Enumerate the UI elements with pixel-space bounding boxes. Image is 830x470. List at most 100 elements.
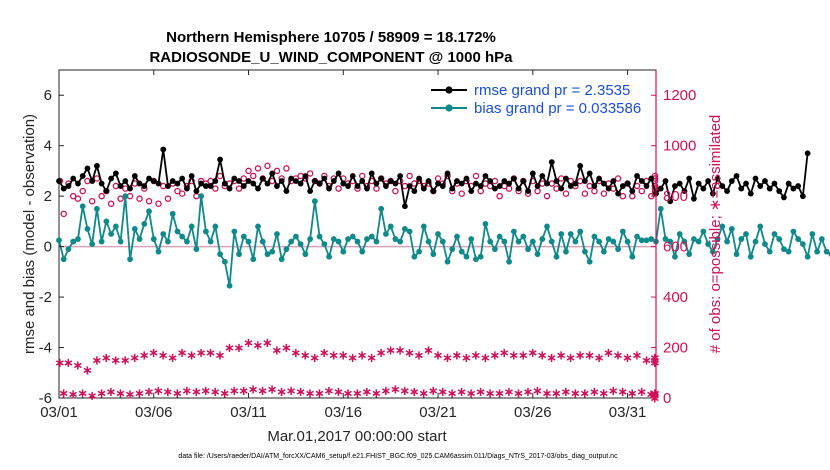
possible-obs-point (254, 165, 262, 172)
rmse-point (349, 173, 356, 179)
bias-point (321, 241, 328, 247)
bias-line (58, 196, 830, 286)
bias-point (776, 236, 783, 242)
bias-point (226, 282, 233, 289)
bias-point (117, 238, 124, 245)
rmse-point (582, 178, 588, 184)
bias-point (492, 246, 498, 253)
rmse-point (657, 185, 664, 192)
y-tick-label-right: 800 (663, 188, 688, 205)
rmse-point (302, 173, 309, 179)
rmse-point (179, 175, 186, 182)
bias-point (193, 246, 200, 253)
bias-point (250, 256, 257, 263)
rmse-point (477, 183, 484, 189)
bias-point (368, 233, 375, 240)
rmse-point (70, 175, 77, 182)
rmse-point (468, 188, 475, 195)
bias-point (686, 251, 693, 258)
rmse-point (103, 188, 110, 195)
assimilated-obs-point: ∗ (101, 351, 112, 366)
bias-point (79, 203, 86, 210)
assimilated-obs-point: ∗ (570, 386, 581, 401)
y-tick-label-right: 0 (663, 390, 671, 407)
assimilated-obs-point: ∗ (134, 386, 145, 401)
assimilated-obs-point: ∗ (276, 385, 287, 400)
rmse-point (700, 185, 707, 192)
assimilated-obs-point: ∗ (338, 349, 349, 364)
rmse-point (169, 178, 176, 184)
rmse-point (193, 188, 200, 195)
rmse-point (430, 188, 437, 195)
bias-point (762, 241, 768, 247)
bias-point (814, 248, 820, 255)
assimilated-obs-point: ∗ (257, 384, 268, 399)
bias-point (98, 238, 105, 245)
bias-point (283, 246, 290, 253)
assimilated-obs-point: ∗ (627, 386, 638, 401)
possible-obs-point (245, 167, 252, 175)
assimilated-obs-point: ∗ (650, 351, 661, 366)
bias-point (672, 253, 678, 260)
bias-point (458, 248, 465, 255)
assimilated-obs-point: ∗ (636, 385, 647, 400)
bias-point (307, 236, 314, 242)
rmse-point (131, 173, 138, 179)
bias-point (383, 231, 389, 237)
assimilated-obs-point: ∗ (646, 388, 657, 403)
x-tick-label: 03/16 (325, 404, 363, 421)
possible-obs-point (107, 200, 115, 207)
assimilated-obs-point: ∗ (561, 385, 572, 400)
rmse-point (544, 180, 550, 187)
bias-point (406, 228, 413, 235)
assimilated-obs-point: ∗ (120, 354, 131, 369)
assimilated-obs-point: ∗ (305, 386, 316, 401)
rmse-point (619, 183, 626, 189)
assimilated-obs-point: ∗ (632, 349, 643, 364)
rmse-point (686, 175, 693, 182)
rmse-point (473, 180, 479, 187)
assimilated-obs-point: ∗ (565, 351, 576, 366)
rmse-point (340, 180, 347, 187)
assimilated-obs-point: ∗ (129, 351, 140, 366)
bias-point (392, 236, 399, 242)
bias-point (160, 231, 167, 237)
bias-point (75, 236, 81, 242)
rmse-point (373, 180, 380, 187)
rmse-point (411, 188, 418, 195)
rmse-point (709, 190, 716, 197)
possible-obs-point (60, 210, 67, 218)
bias-point (311, 198, 318, 205)
possible-obs-point (392, 187, 399, 195)
rmse-point (681, 188, 688, 195)
assimilated-obs-point: ∗ (234, 341, 245, 356)
rmse-point (202, 183, 209, 189)
assimilated-obs-point: ∗ (181, 384, 192, 399)
possible-obs-point (250, 172, 257, 180)
assimilated-obs-point: ∗ (532, 384, 543, 399)
bias-point (373, 238, 380, 245)
rmse-point (217, 156, 223, 163)
rmse-point (207, 183, 214, 189)
assimilated-obs-point: ∗ (267, 383, 278, 398)
rmse-point (250, 180, 257, 187)
rmse-point (127, 185, 133, 192)
rmse-point (695, 180, 702, 187)
bias-point (221, 258, 228, 265)
bias-point (553, 253, 560, 260)
rmse-point (634, 173, 640, 179)
bias-point (501, 238, 508, 245)
assimilated-obs-point: ∗ (106, 385, 117, 400)
bias-point (236, 251, 242, 258)
bias-point (108, 231, 115, 237)
bias-point (657, 205, 664, 212)
bias-point (435, 231, 441, 237)
rmse-point (506, 180, 513, 187)
assimilated-obs-point: ∗ (167, 351, 178, 366)
bias-point (449, 246, 456, 253)
assimilated-obs-point: ∗ (328, 349, 339, 364)
assimilated-obs-point: ∗ (613, 349, 624, 364)
possible-obs-point (88, 197, 96, 205)
possible-obs-point (235, 185, 243, 192)
